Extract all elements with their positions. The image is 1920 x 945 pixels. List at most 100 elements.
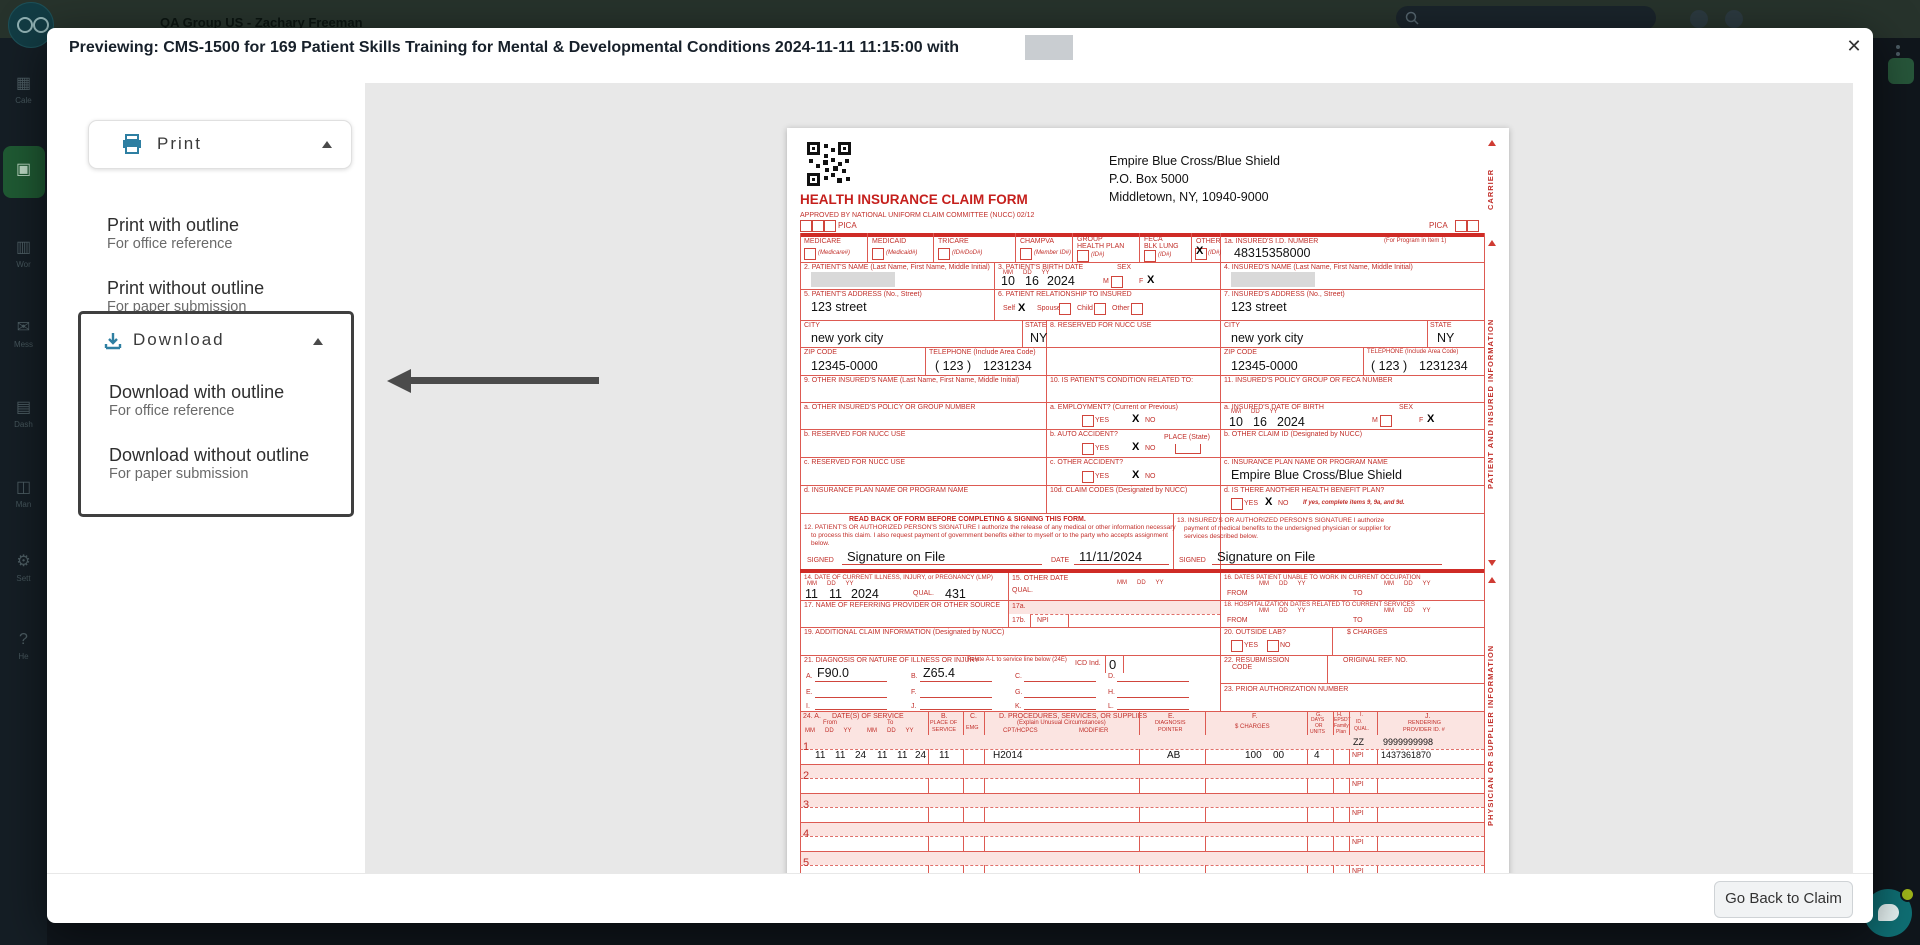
- onset-mm: 11: [805, 587, 818, 601]
- box24e-diag: DIAGNOSIS: [1155, 720, 1186, 726]
- download-without-outline-option[interactable]: Download without outline For paper submi…: [109, 445, 309, 482]
- grid-line: [1349, 711, 1350, 873]
- insured-phone-area: ( 123 ): [1371, 359, 1408, 373]
- insured-dob-yy: 2024: [1277, 415, 1305, 429]
- status-badge: [1888, 58, 1914, 84]
- redacted-value: [1025, 35, 1073, 60]
- print-without-outline-option[interactable]: Print without outline For paper submissi…: [107, 278, 264, 315]
- box10d-label: 10d. CLAIM CODES (Designated by NUCC): [1050, 487, 1188, 494]
- topbar-icon[interactable]: [1690, 10, 1708, 28]
- arrow-down-icon: [1488, 560, 1496, 566]
- place-state-label: PLACE (State): [1164, 434, 1210, 441]
- box1-champva: CHAMPVA: [1020, 238, 1055, 245]
- grid-line: [800, 778, 1484, 779]
- grid-line: [1220, 683, 1484, 684]
- line1-charges-dollars: 100: [1245, 750, 1262, 761]
- readback-notice: READ BACK OF FORM BEFORE COMPLETING & SI…: [849, 516, 1086, 523]
- avatar[interactable]: [1725, 10, 1743, 28]
- qual-value: 431: [945, 587, 966, 601]
- print-section-header[interactable]: Print: [88, 120, 352, 169]
- sidebar-item-help[interactable]: ? He: [0, 630, 47, 661]
- diag-line: [920, 709, 992, 710]
- box24e-ptr: POINTER: [1158, 727, 1183, 733]
- box11d-label: d. IS THERE ANOTHER HEALTH BENEFIT PLAN?: [1224, 487, 1385, 494]
- sidebar-item-clients[interactable]: ▣: [0, 160, 47, 180]
- grid-line: [933, 233, 934, 262]
- grid-line: [800, 262, 1484, 263]
- sidebar-item-work[interactable]: ▥ Wor: [0, 238, 47, 269]
- qual-label: QUAL.: [913, 590, 935, 597]
- box13-line1: 13. INSURED'S OR AUTHORIZED PERSON'S SIG…: [1177, 517, 1385, 524]
- sidebar-item-messages[interactable]: ✉ Mess: [0, 318, 47, 349]
- sidebar-item-manage[interactable]: ◫ Man: [0, 478, 47, 509]
- grid-line: [800, 865, 1484, 866]
- sidebar-item-calendar[interactable]: ▦ Cale: [0, 74, 47, 105]
- box11b-label: b. OTHER CLAIM ID (Designated by NUCC): [1224, 431, 1363, 438]
- sidebar-item-active[interactable]: [3, 146, 45, 198]
- box18-mdy: MM DD YY: [1259, 608, 1306, 614]
- yes-label: YES: [1244, 642, 1259, 649]
- box18-label: 18. HOSPITALIZATION DATES RELATED TO CUR…: [1224, 601, 1415, 608]
- form-approved-line: APPROVED BY NATIONAL UNIFORM CLAIM COMMI…: [800, 212, 1035, 219]
- box1-medicaid-sub: (Medicaid#): [886, 250, 918, 256]
- grid-line: [800, 375, 1484, 376]
- download-with-outline-option[interactable]: Download with outline For office referen…: [109, 382, 284, 419]
- charges-label: $ CHARGES: [1347, 629, 1388, 636]
- payer-name: Empire Blue Cross/Blue Shield: [1109, 154, 1280, 168]
- chat-fab-button[interactable]: [1864, 887, 1915, 937]
- box10b-label: b. AUTO ACCIDENT?: [1050, 431, 1118, 438]
- box24g1: DAYS: [1311, 717, 1325, 723]
- insured-sex-m: M: [1372, 417, 1378, 424]
- grid-line: [1022, 320, 1023, 347]
- pica-checkbox: [800, 220, 812, 232]
- signature-date-value: 11/11/2024: [1079, 549, 1143, 564]
- grid-line: [800, 347, 1484, 348]
- box11a-mdy: MM DD YY: [1231, 409, 1278, 415]
- sidebar-item-settings[interactable]: ⚙ Sett: [0, 552, 47, 583]
- box1-other-checkbox: [1195, 248, 1207, 260]
- box1-feca: FECA: [1144, 236, 1163, 243]
- box9a-label: a. OTHER INSURED'S POLICY OR GROUP NUMBE…: [804, 404, 976, 411]
- grid-line: [1307, 711, 1308, 873]
- npi-label: NPI: [1352, 868, 1364, 873]
- box16-mdy: MM DD YY: [1259, 581, 1306, 587]
- close-icon[interactable]: ✕: [1846, 36, 1862, 56]
- print-with-outline-option[interactable]: Print with outline For office reference: [107, 215, 239, 252]
- dashboard-icon: ▤: [15, 399, 32, 416]
- line1-to-yy: 24: [915, 750, 927, 761]
- box24h1: EPSDT: [1334, 717, 1351, 723]
- grid-line: [1333, 711, 1334, 873]
- box13-line2: payment of medical benefits to the under…: [1184, 525, 1392, 532]
- patient-insured-side-label: PATIENT AND INSURED INFORMATION: [1486, 318, 1495, 490]
- print-section-label: Print: [157, 134, 202, 153]
- box1-group2: HEALTH PLAN: [1077, 243, 1125, 250]
- diag-line: [815, 709, 887, 710]
- box24h3: Plan: [1336, 729, 1347, 735]
- line1-provider-id: 9999999998: [1383, 737, 1434, 747]
- box24b-place1: PLACE OF: [930, 720, 958, 726]
- app-logo-owl-icon[interactable]: [8, 2, 54, 48]
- go-back-to-claim-button[interactable]: Go Back to Claim: [1714, 881, 1853, 918]
- sex-m-checkbox: [1111, 276, 1123, 288]
- signature-line: [1212, 564, 1442, 565]
- line1-to-dd: 11: [897, 750, 908, 761]
- diag-line: [920, 697, 992, 698]
- grid-line: [800, 233, 1484, 237]
- grid-line: [1427, 320, 1428, 347]
- grid-line: [800, 569, 1484, 573]
- option-desc: For paper submission: [109, 466, 249, 482]
- signature-line: [1074, 564, 1169, 565]
- npi-label: NPI: [1352, 752, 1364, 759]
- search-input[interactable]: [1396, 6, 1656, 30]
- box1-group-sub: (ID#): [1091, 252, 1105, 258]
- box17a-label: 17a.: [1012, 603, 1026, 610]
- grid-line: [928, 711, 929, 873]
- carrier-side-label: CARRIER: [1486, 168, 1495, 210]
- diag-letter: F.: [911, 689, 917, 696]
- sidebar-item-dashboard[interactable]: ▤ Dash: [0, 398, 47, 429]
- option-title: Download with outline: [109, 382, 285, 402]
- grid-line: [1220, 233, 1221, 711]
- no-label: NO: [1145, 445, 1156, 452]
- from-label: FROM: [1227, 590, 1248, 597]
- arrow-up-icon: [1488, 240, 1496, 246]
